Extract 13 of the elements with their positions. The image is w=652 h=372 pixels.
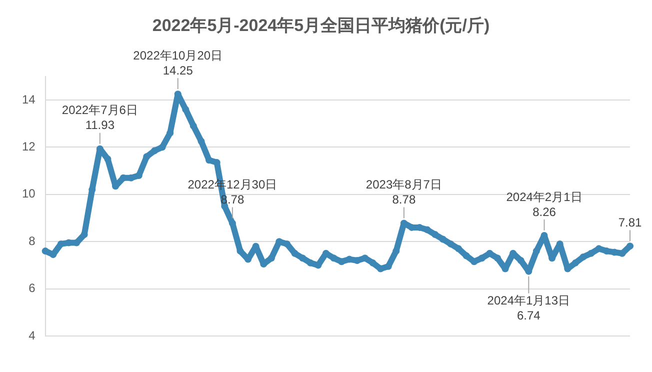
y-tick-label: 12 (22, 140, 36, 154)
annotation: 2024年2月1日 8.26 (506, 190, 582, 219)
annotation: 2022年10月20日 14.25 (133, 48, 223, 78)
annotation: 2022年7月6日 11.93 (62, 103, 138, 132)
annotation: 7.81 (618, 215, 642, 230)
annotation: 2023年8月7日 8.78 (366, 178, 442, 207)
y-tick-label: 8 (28, 234, 36, 248)
chart-title: 2022年5月-2024年5月全国日平均猪价(元/斤) (152, 16, 490, 35)
annotation: 2024年1月13日 6.74 (487, 294, 570, 323)
y-tick-label: 6 (28, 281, 36, 296)
y-tick-label: 4 (28, 328, 36, 342)
y-tick-label: 10 (22, 186, 36, 201)
y-tick-label: 14 (22, 92, 36, 106)
